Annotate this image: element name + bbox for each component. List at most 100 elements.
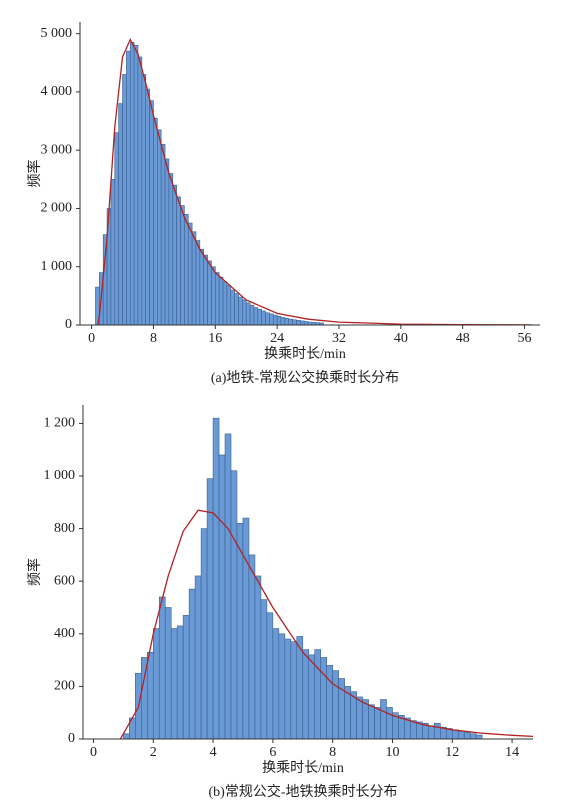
caption: (b)常规公交-地铁换乘时长分布 bbox=[209, 783, 398, 800]
x-tick-label: 14 bbox=[505, 745, 519, 760]
x-axis-label: 换乘时长/min bbox=[264, 345, 346, 362]
bar bbox=[410, 720, 417, 740]
bar bbox=[284, 317, 290, 326]
y-tick-label: 600 bbox=[54, 573, 75, 588]
x-tick-label: 0 bbox=[90, 745, 97, 760]
bar bbox=[126, 50, 131, 326]
bar bbox=[214, 272, 220, 326]
bar bbox=[428, 725, 435, 740]
bar bbox=[266, 612, 274, 740]
y-axis-label: 频率 bbox=[26, 160, 43, 188]
y-tick-label: 200 bbox=[54, 679, 75, 694]
bar bbox=[158, 596, 166, 740]
bar bbox=[184, 213, 189, 326]
x-axis-label: 换乘时长/min bbox=[262, 759, 344, 776]
bar bbox=[110, 179, 116, 326]
bar bbox=[141, 74, 147, 326]
x-tick-label: 56 bbox=[518, 331, 532, 346]
bar bbox=[451, 729, 459, 740]
bar bbox=[226, 285, 232, 326]
bar bbox=[182, 615, 190, 740]
bar bbox=[234, 293, 239, 326]
y-tick-label: 0 bbox=[68, 731, 75, 746]
bar bbox=[300, 320, 305, 326]
x-tick-label: 2 bbox=[150, 745, 157, 760]
bar bbox=[123, 733, 130, 740]
bar bbox=[380, 699, 387, 740]
bar bbox=[362, 699, 369, 740]
y-tick-label: 2 000 bbox=[41, 201, 73, 216]
bar bbox=[146, 651, 154, 740]
bar bbox=[278, 633, 286, 740]
bar bbox=[160, 144, 166, 326]
y-tick-label: 800 bbox=[54, 521, 75, 536]
bar bbox=[368, 704, 375, 740]
bar bbox=[207, 260, 212, 326]
x-tick-label: 48 bbox=[456, 331, 470, 346]
bar bbox=[296, 320, 301, 326]
y-tick-label: 400 bbox=[54, 626, 75, 641]
bar bbox=[269, 313, 274, 326]
bar bbox=[261, 310, 266, 326]
caption: (a)地铁-常规公交换乘时长分布 bbox=[211, 369, 399, 386]
bar bbox=[176, 196, 181, 326]
bar bbox=[230, 470, 238, 740]
bar bbox=[114, 132, 119, 326]
bar bbox=[153, 117, 158, 326]
bar bbox=[475, 734, 483, 740]
bar bbox=[133, 45, 139, 326]
bar bbox=[332, 670, 339, 740]
bar bbox=[314, 649, 322, 740]
y-axis-label: 频率 bbox=[26, 558, 43, 586]
bar bbox=[170, 628, 178, 740]
fit-curve bbox=[97, 37, 533, 326]
bar bbox=[172, 184, 177, 326]
fit-curve bbox=[119, 509, 534, 740]
bar bbox=[224, 433, 232, 740]
x-tick-label: 10 bbox=[385, 745, 399, 760]
x-tick-label: 8 bbox=[329, 745, 336, 760]
bar bbox=[356, 696, 363, 740]
y-tick-label: 0 bbox=[65, 317, 72, 332]
bar bbox=[195, 240, 201, 326]
bar bbox=[284, 638, 292, 740]
y-tick-label: 1 200 bbox=[44, 416, 76, 431]
bar bbox=[350, 691, 357, 740]
bar bbox=[272, 314, 278, 326]
bar bbox=[145, 88, 150, 326]
bar bbox=[290, 641, 298, 740]
bar bbox=[276, 315, 282, 326]
bar bbox=[164, 158, 170, 326]
bar bbox=[257, 308, 262, 326]
bar bbox=[188, 588, 196, 740]
bar bbox=[374, 707, 381, 740]
y-tick-label: 5 000 bbox=[41, 26, 73, 41]
bar bbox=[152, 628, 160, 740]
bar bbox=[164, 607, 172, 740]
bar bbox=[180, 205, 185, 326]
x-tick-label: 24 bbox=[270, 331, 284, 346]
x-tick-label: 6 bbox=[269, 745, 276, 760]
bar bbox=[149, 100, 154, 326]
bar bbox=[230, 289, 235, 326]
y-tick-label: 3 000 bbox=[41, 142, 73, 157]
bar bbox=[203, 254, 208, 326]
bar bbox=[248, 554, 256, 740]
y-tick-label: 1 000 bbox=[44, 468, 76, 483]
bar bbox=[222, 281, 228, 326]
bar bbox=[168, 173, 174, 326]
y-tick-label: 4 000 bbox=[41, 84, 73, 99]
x-tick-label: 40 bbox=[394, 331, 408, 346]
bar bbox=[254, 575, 262, 740]
bar bbox=[272, 628, 280, 740]
bar bbox=[242, 299, 247, 326]
bar bbox=[292, 319, 297, 326]
y-tick-label: 1 000 bbox=[41, 259, 73, 274]
bar bbox=[434, 722, 441, 740]
bar bbox=[265, 312, 270, 326]
x-tick-label: 8 bbox=[150, 331, 157, 346]
bar bbox=[386, 707, 393, 740]
bar bbox=[218, 276, 224, 326]
x-tick-label: 12 bbox=[445, 745, 459, 760]
